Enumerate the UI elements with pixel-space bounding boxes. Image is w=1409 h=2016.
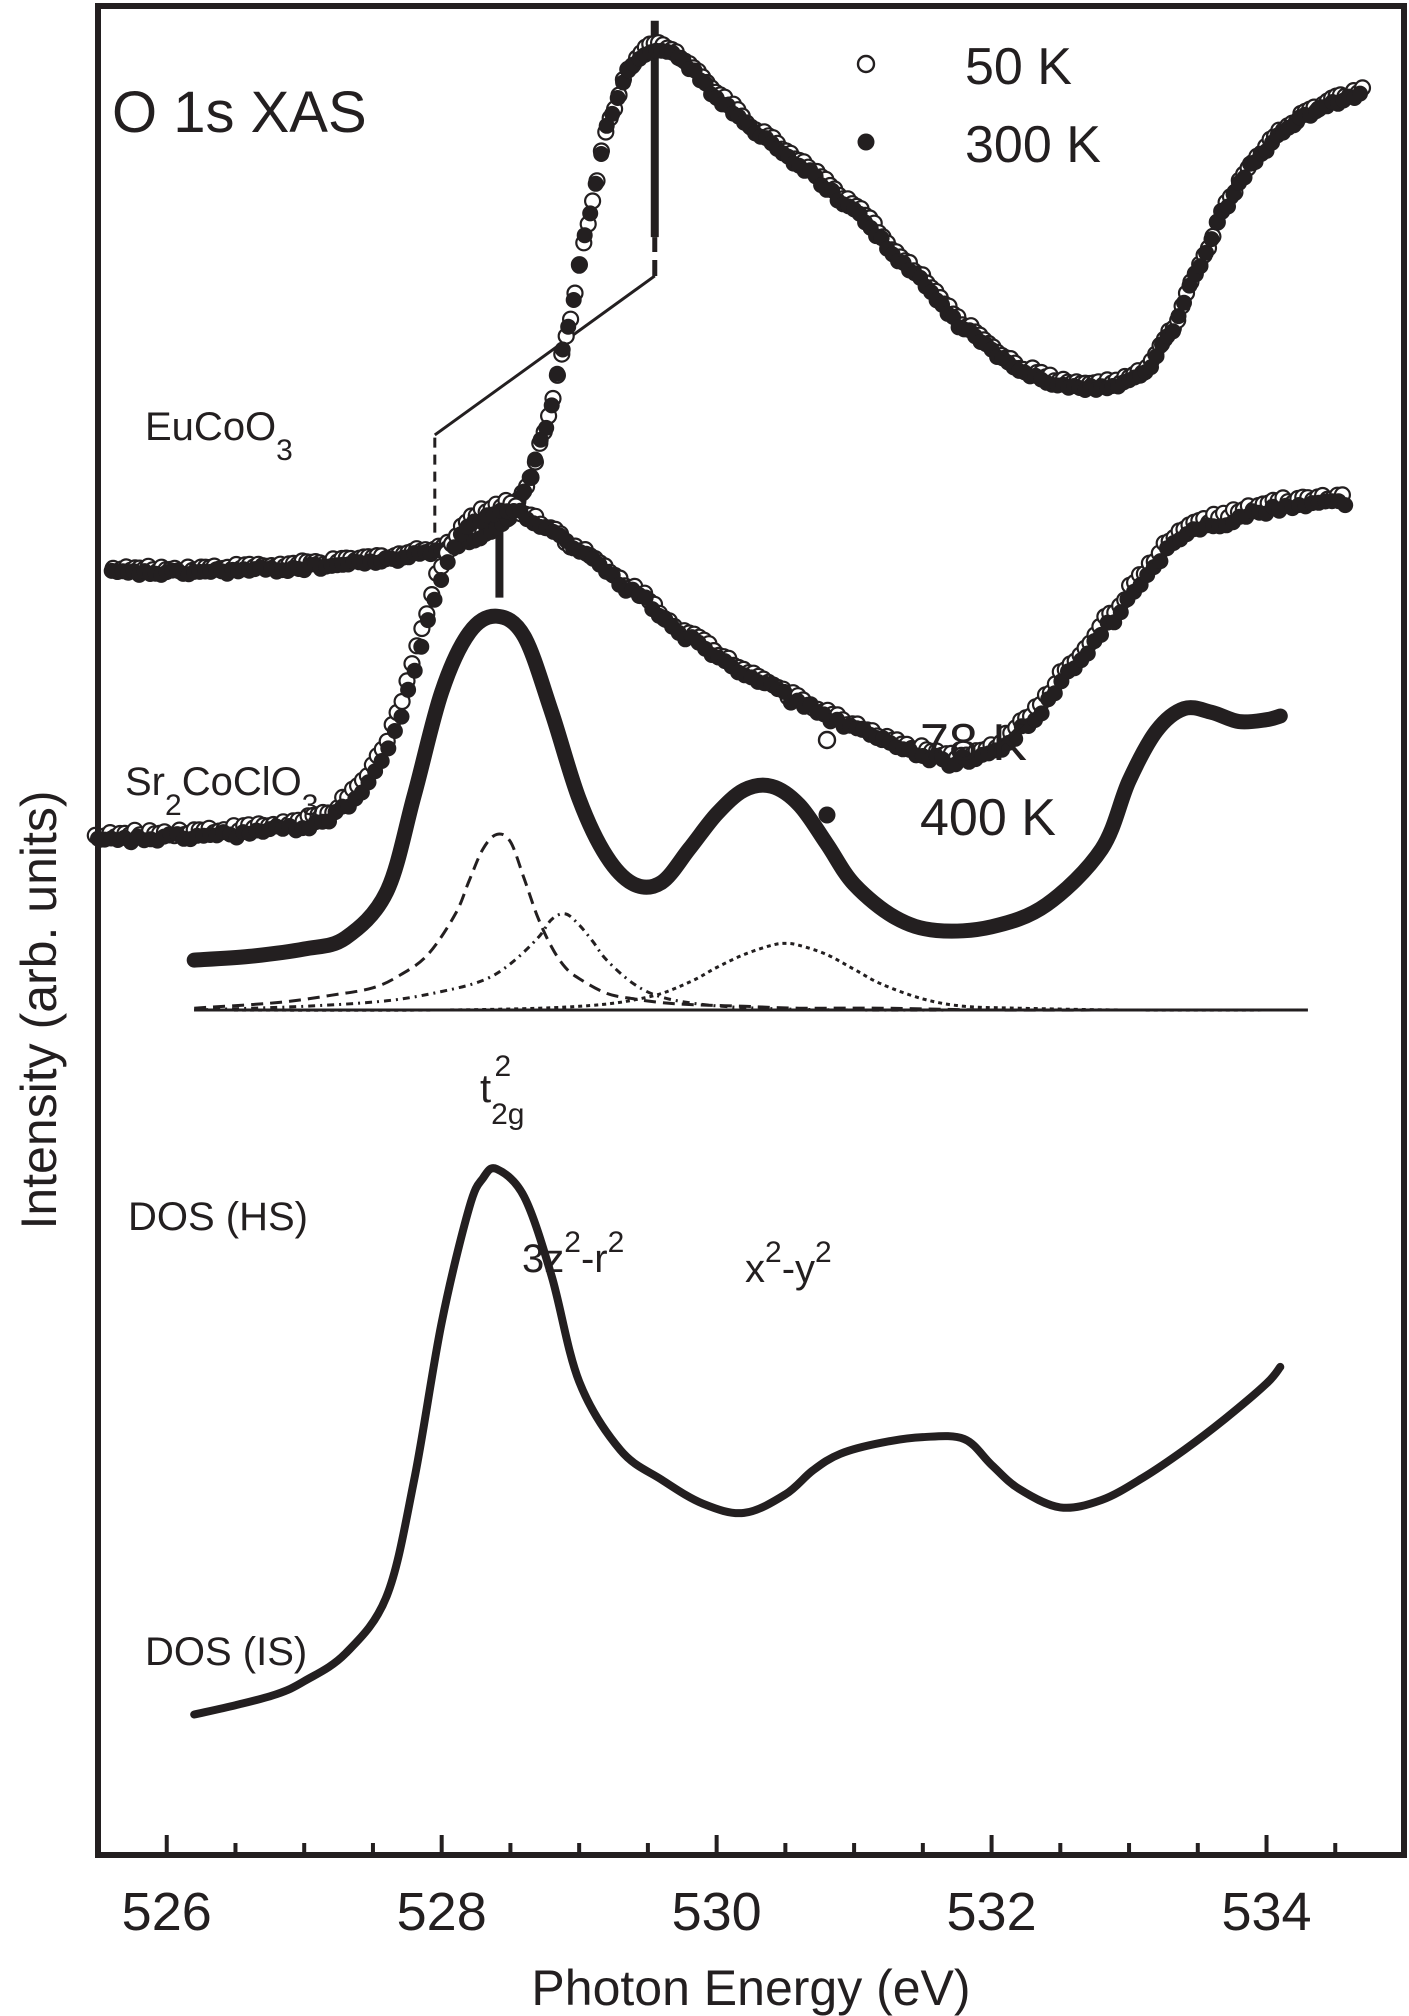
legend-label-400k: 400 K: [920, 789, 1056, 847]
data-point-filled: [554, 341, 571, 358]
data-point-filled: [393, 708, 410, 725]
data-point-filled: [433, 572, 450, 588]
legend-marker-400k: [818, 806, 836, 824]
dos-is-line: [190, 1164, 1285, 1719]
plot-frame: [95, 3, 1407, 1858]
data-point-filled: [1176, 294, 1192, 311]
curves-layer: [186, 20, 1308, 1719]
data-point-filled: [609, 90, 626, 106]
data-point-filled: [587, 175, 604, 192]
data-point-filled: [1236, 169, 1253, 186]
scatter-markers-layer: [86, 34, 1372, 851]
legend-marker-78k: [817, 730, 837, 750]
legend-label-50k: 50 K: [965, 38, 1072, 96]
data-point-filled: [1203, 231, 1220, 248]
x-tick-label: 530: [672, 1882, 762, 1942]
label-sr2cocio3: Sr2CoClO3: [125, 760, 318, 822]
legend-middle: 78 K 400 K: [817, 714, 1056, 847]
data-point-filled: [1170, 308, 1187, 325]
data-point-filled: [1337, 497, 1354, 514]
data-point-filled: [593, 146, 610, 162]
data-point-filled: [521, 469, 538, 486]
data-point-filled: [373, 753, 390, 769]
label-eucoo3-text: EuCoO3: [145, 405, 293, 467]
data-point-filled: [1079, 645, 1096, 662]
data-point-filled: [1007, 730, 1024, 747]
component-x2-y2-line: [194, 941, 1308, 1012]
data-point-filled: [439, 554, 456, 571]
data-point-filled: [565, 292, 582, 308]
legend-label-78k: 78 K: [920, 714, 1027, 772]
data-point-filled: [560, 318, 577, 335]
data-point-filled: [576, 227, 593, 244]
data-point-filled: [527, 451, 544, 468]
legend-top: 50 K 300 K: [856, 38, 1101, 174]
data-point-filled: [1152, 553, 1169, 570]
data-point-filled: [549, 365, 566, 382]
data-point-filled: [380, 740, 397, 757]
data-point-filled: [1220, 198, 1236, 215]
label-dos-hs: DOS (HS): [128, 1195, 308, 1239]
x-tick-label: 528: [397, 1882, 487, 1942]
legend-marker-300k: [857, 133, 875, 151]
data-point-filled: [615, 74, 632, 91]
data-point-filled: [1148, 348, 1165, 365]
legend-marker-50k: [856, 54, 876, 74]
label-3z2-r2: 3z2-r2: [522, 1226, 624, 1281]
data-point-filled: [582, 205, 599, 222]
label-eucoo3: EuCoO3: [145, 405, 293, 467]
data-point-filled: [446, 539, 463, 556]
legend-label-300k: 300 K: [965, 116, 1101, 174]
data-point-filled: [571, 257, 588, 274]
data-point-filled: [598, 117, 615, 134]
data-point-filled: [386, 723, 403, 739]
component-3z2-r2-line: [194, 912, 1308, 1012]
data-point-filled: [400, 681, 417, 698]
data-point-filled: [637, 589, 654, 606]
label-sr2cocio3-text: Sr2CoClO3: [125, 760, 318, 822]
data-point-filled: [516, 483, 533, 500]
data-point-filled: [1352, 85, 1368, 102]
y-axis-title: Intensity (arb. units): [11, 790, 67, 1229]
data-point-filled: [1192, 258, 1209, 275]
component-t2g-line: [194, 832, 1308, 1012]
x-axis-title: Photon Energy (eV): [531, 1960, 970, 2016]
data-point-filled: [604, 105, 621, 122]
data-point-filled: [426, 591, 443, 608]
x-tick-label: 534: [1221, 1882, 1311, 1942]
x-tick-label: 532: [947, 1882, 1037, 1942]
label-t2g: t2g2: [480, 1050, 525, 1131]
label-dos-is: DOS (IS): [145, 1630, 307, 1674]
data-point-filled: [1181, 277, 1198, 294]
chart-title: O 1s XAS: [112, 80, 367, 145]
sr2cocio3-400k-series: [90, 493, 1354, 851]
x-tick-label: 526: [122, 1882, 212, 1942]
data-point-filled: [419, 612, 436, 629]
data-point-filled: [543, 397, 560, 414]
data-point-filled: [1112, 604, 1129, 621]
data-point-filled: [1093, 626, 1109, 643]
data-point-filled: [1046, 685, 1063, 702]
eucoo3-300k-series: [103, 42, 1368, 583]
label-x2-y2: x2-y2: [745, 1236, 832, 1291]
data-point-filled: [406, 662, 423, 679]
data-point-filled: [1165, 323, 1181, 340]
data-point-filled: [1198, 244, 1214, 261]
dos-hs-line: [186, 608, 1288, 968]
data-point-filled: [413, 638, 430, 655]
data-point-filled: [1033, 705, 1050, 722]
data-point-filled: [538, 419, 555, 436]
guide-connector: [433, 274, 656, 437]
x-axis-ticks: 526 528 530 532 534: [122, 1835, 1338, 1942]
